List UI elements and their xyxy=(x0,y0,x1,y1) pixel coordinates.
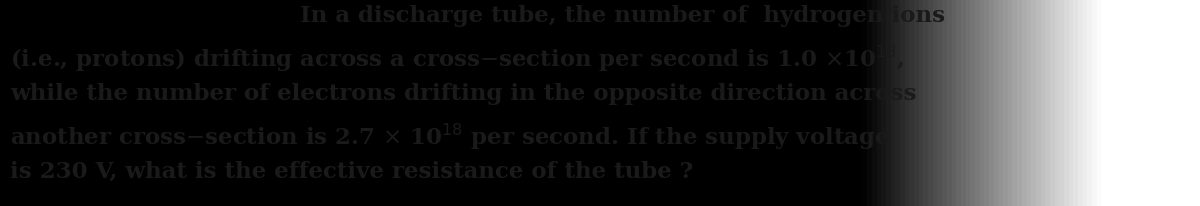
Text: another cross$-$section is 2.7 $\times$ 10$^{18}$ per second. If the supply volt: another cross$-$section is 2.7 $\times$ … xyxy=(10,122,890,152)
Text: is 230 V, what is the effective resistance of the tube ?: is 230 V, what is the effective resistan… xyxy=(10,161,694,183)
Text: In a discharge tube, the number of  hydrogen ions: In a discharge tube, the number of hydro… xyxy=(300,5,946,27)
Text: while the number of electrons drifting in the opposite direction across: while the number of electrons drifting i… xyxy=(10,83,917,105)
Text: (i.e., protons) drifting across a cross$-$section per second is 1.0 $\times$10$^: (i.e., protons) drifting across a cross$… xyxy=(10,44,904,74)
